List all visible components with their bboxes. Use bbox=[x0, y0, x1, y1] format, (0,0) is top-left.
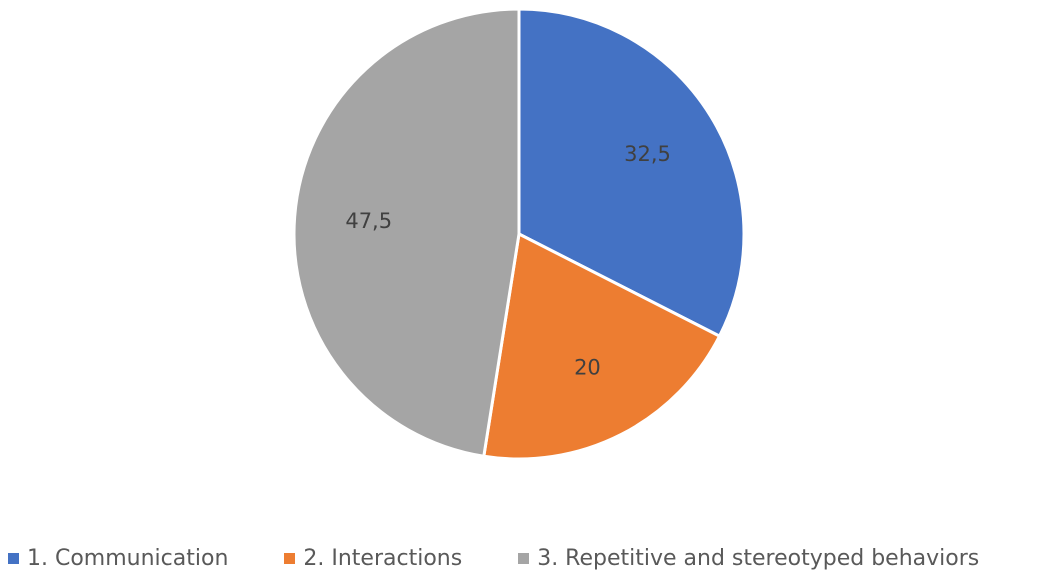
legend-label-repetitive-behaviors: 3. Repetitive and stereotyped behaviors bbox=[537, 545, 980, 571]
legend-swatch-interactions bbox=[284, 552, 296, 564]
legend-item-communication: 1. Communication bbox=[8, 546, 228, 571]
legend-label-interactions: 2. Interactions bbox=[303, 545, 463, 571]
pie-slice-repetitive-and-stereotyped-behaviors bbox=[292, 7, 521, 458]
pie-slice-communication bbox=[517, 7, 746, 338]
data-label-communication: 32,5 bbox=[624, 142, 671, 166]
legend-swatch-communication bbox=[8, 552, 19, 564]
data-label-interactions: 20 bbox=[574, 355, 601, 379]
data-label-repetitive-and-stereotyped-behaviors: 47,5 bbox=[345, 209, 392, 233]
legend: 1. Communication 2. Interactions 3. Repe… bbox=[8, 540, 979, 576]
legend-item-repetitive-behaviors: 3. Repetitive and stereotyped behaviors bbox=[518, 546, 979, 571]
legend-swatch-repetitive-behaviors bbox=[518, 552, 530, 564]
legend-label-communication: 1. Communication bbox=[27, 545, 229, 571]
pie-slice-interactions bbox=[482, 232, 721, 461]
legend-item-interactions: 2. Interactions bbox=[284, 546, 462, 571]
